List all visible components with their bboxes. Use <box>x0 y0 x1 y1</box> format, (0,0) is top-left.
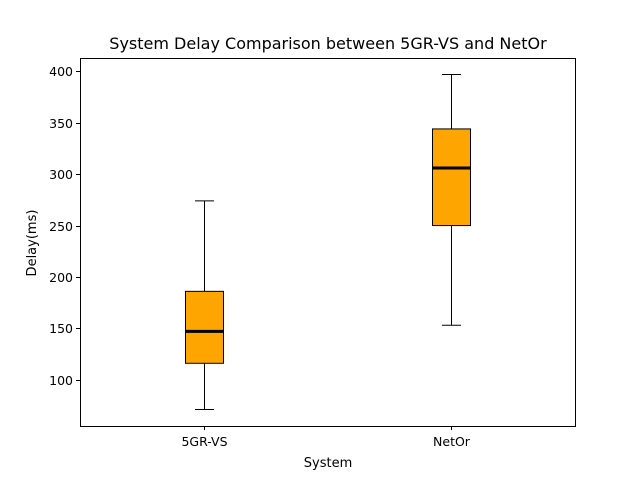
plot-area-frame <box>80 58 576 427</box>
chart-title: System Delay Comparison between 5GR-VS a… <box>109 34 547 53</box>
x-tick-label: 5GR-VS <box>181 434 227 449</box>
box-group-netor <box>432 73 471 326</box>
y-tick-label: 100 <box>49 373 73 388</box>
iqr-box <box>432 128 471 227</box>
y-axis-label: Delay(ms) <box>25 210 40 277</box>
y-tick-label: 250 <box>49 219 73 234</box>
y-tick-label: 200 <box>49 270 73 285</box>
x-axis-label: System <box>304 456 352 471</box>
iqr-box <box>185 290 224 364</box>
x-axis: 5GR-VS NetOr <box>181 426 471 449</box>
y-tick-label: 300 <box>49 167 73 182</box>
y-axis: 100 150 200 250 300 350 400 <box>49 64 80 388</box>
y-tick-label: 400 <box>49 64 73 79</box>
y-tick-label: 350 <box>49 116 73 131</box>
box-group-5gr-vs <box>185 200 224 411</box>
x-tick-label: NetOr <box>433 434 471 449</box>
y-tick-label: 150 <box>49 321 73 336</box>
box-series <box>185 73 471 411</box>
